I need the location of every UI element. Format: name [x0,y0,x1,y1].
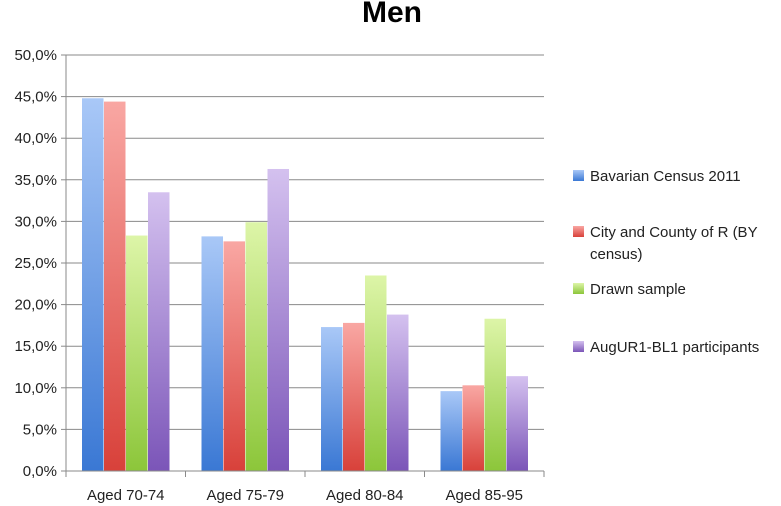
bar [201,236,223,471]
bar [104,101,126,471]
y-tick-label: 5,0% [23,421,57,438]
bar [440,391,462,471]
legend-swatch [573,283,584,294]
bar [148,192,170,471]
bar [506,376,528,471]
y-tick-label: 0,0% [23,463,57,480]
y-tick-label: 20,0% [14,297,57,314]
x-tick-label: Aged 75-79 [206,487,284,504]
chart-title: Men [362,0,422,29]
bar [245,222,267,471]
bars [82,98,528,471]
y-tick-label: 50,0% [14,47,57,64]
y-tick-label: 35,0% [14,172,57,189]
x-tick-label: Aged 70-74 [87,487,165,504]
bar [484,318,506,471]
bar [267,168,289,471]
bar [462,385,484,471]
y-tick-label: 40,0% [14,130,57,147]
y-tick-label: 10,0% [14,380,57,397]
bar [387,314,409,471]
legend-swatch [573,341,584,352]
legend: Bavarian Census 2011 City and County of R… [573,168,759,356]
legend-label: AugUR1-BL1 participants [590,339,759,356]
legend-swatch [573,226,584,237]
bar [126,235,148,471]
legend-label: Bavarian Census 2011 [590,168,741,185]
y-tick-label: 25,0% [14,255,57,272]
y-tick-label: 15,0% [14,338,57,355]
bar [321,327,343,471]
x-axis-ticks: Aged 70-74 Aged 75-79 Aged 80-84 Aged 85-95 [65,471,545,504]
x-tick-label: Aged 85-95 [445,487,523,504]
legend-label: census) [590,246,643,263]
bar [343,322,365,471]
y-tick-label: 45,0% [14,89,57,106]
y-tick-label: 30,0% [14,213,57,230]
y-axis-ticks: 0,0% 5,0% 10,0% 15,0% 20,0% 25,0% 30,0% 35,0% 40… [14,47,66,480]
x-tick-label: Aged 80-84 [326,487,404,504]
legend-label: City and County of R (BY [590,224,758,241]
bar [365,275,387,471]
bar [82,98,104,471]
legend-swatch [573,170,584,181]
bar [223,241,245,471]
legend-label: Drawn sample [590,281,686,298]
